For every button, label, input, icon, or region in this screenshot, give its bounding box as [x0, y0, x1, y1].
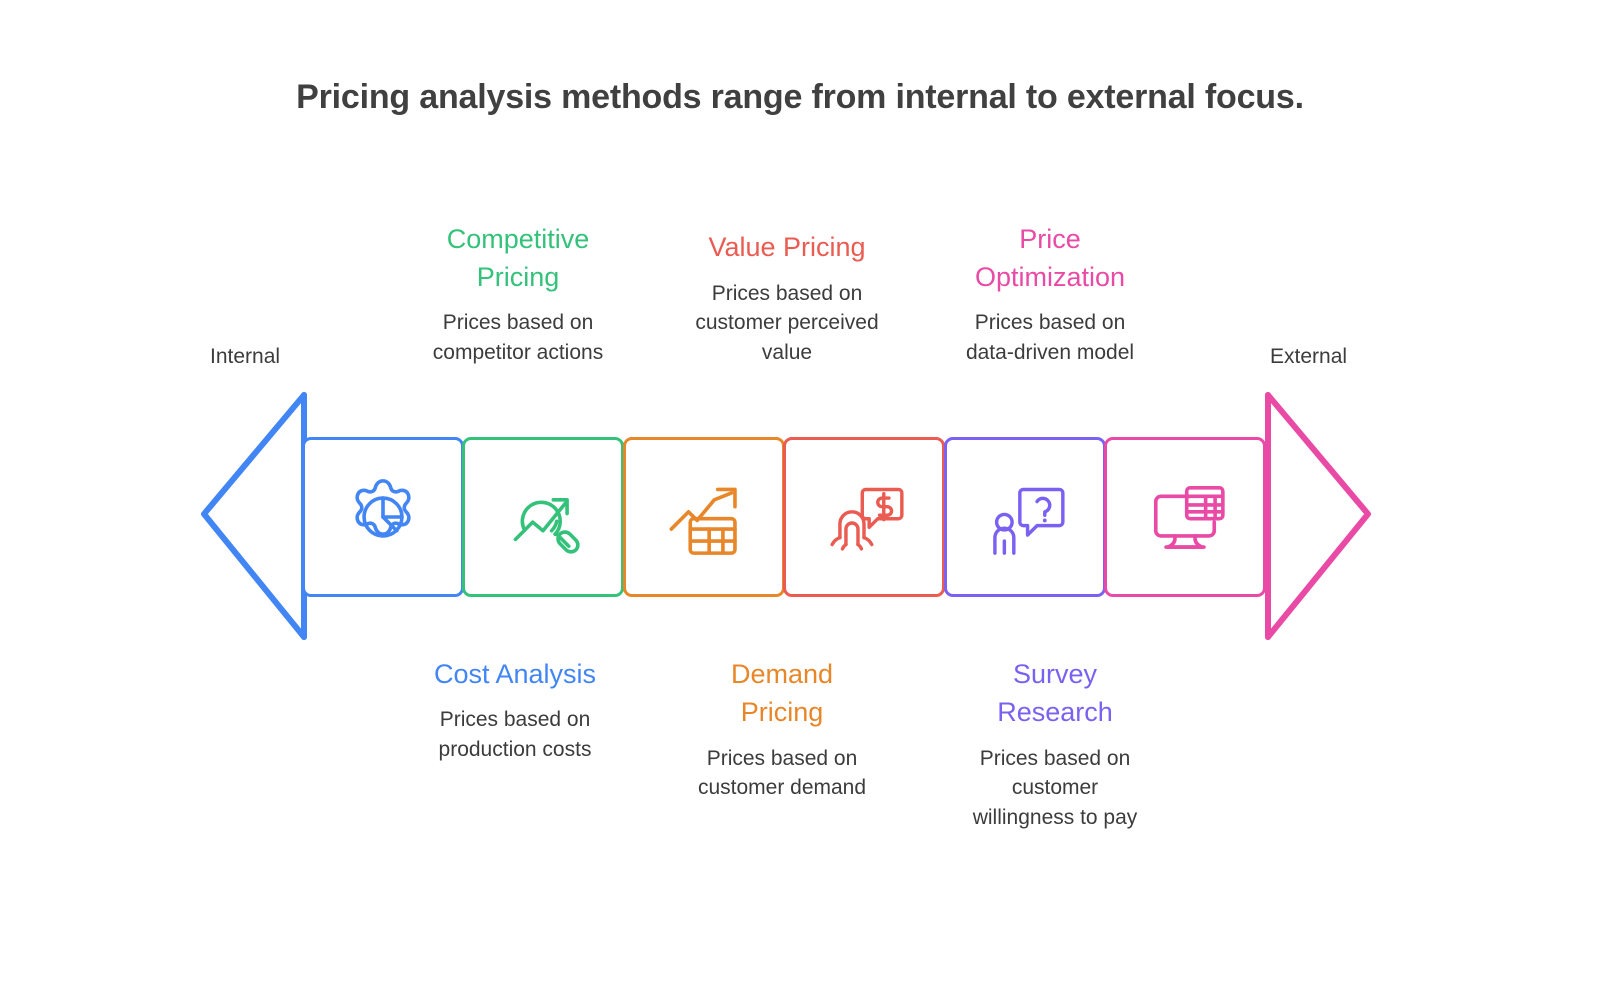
person-question-bubble-icon: [992, 487, 1065, 555]
callout-competitive-pricing: Competitive Pricing Prices based on comp…: [398, 208, 638, 368]
callout-description: Prices based on data-driven model: [965, 311, 1135, 365]
person-dollar-bubble-icon: [830, 487, 904, 551]
callout-price-optimization: Price Optimization Prices based on data-…: [930, 208, 1170, 368]
method-cell-survey-research[interactable]: [943, 437, 1106, 597]
method-cell-cost-analysis[interactable]: [302, 437, 464, 597]
gear-pie-chart-icon: [355, 479, 411, 538]
callout-title: Price Optimization: [974, 223, 1126, 293]
callout-title: Value Pricing: [708, 232, 866, 263]
callout-title: Survey Research: [997, 659, 1113, 728]
method-cells: [302, 437, 1267, 597]
method-cell-demand-pricing[interactable]: [622, 437, 785, 597]
callout-description: Prices based on customer willingness to …: [972, 746, 1138, 830]
callout-description: Prices based on customer perceived value: [695, 281, 879, 365]
callout-description: Prices based on customer demand: [697, 746, 867, 800]
monitor-table-icon: [1154, 485, 1225, 549]
trend-table-icon: [669, 487, 737, 555]
callout-description: Prices based on competitor actions: [432, 311, 604, 365]
magnifier-trend-icon: [514, 497, 581, 554]
callout-cost-analysis: Cost Analysis Prices based on production…: [395, 655, 635, 765]
method-cell-value-pricing[interactable]: [783, 437, 946, 597]
method-cell-competitive-pricing[interactable]: [462, 437, 625, 597]
callout-description: Prices based on production costs: [438, 708, 592, 762]
callout-value-pricing: Value Pricing Prices based on customer p…: [662, 208, 912, 368]
callout-title: Cost Analysis: [433, 659, 597, 689]
right-arrowhead-icon: [1265, 392, 1371, 640]
spectrum-bar: [196, 388, 1376, 644]
page-title: Pricing analysis methods range from inte…: [296, 78, 1304, 116]
internal-endpoint-label: Internal: [210, 345, 281, 368]
left-arrowhead-icon: [201, 392, 307, 640]
callout-title: Demand Pricing: [730, 659, 834, 728]
callout-title: Competitive Pricing: [446, 223, 590, 293]
callout-survey-research: Survey Research Prices based on customer…: [935, 655, 1175, 833]
external-endpoint-label: External: [1270, 345, 1348, 368]
callout-demand-pricing: Demand Pricing Prices based on customer …: [662, 655, 902, 803]
method-cell-price-optimization[interactable]: [1104, 437, 1267, 597]
